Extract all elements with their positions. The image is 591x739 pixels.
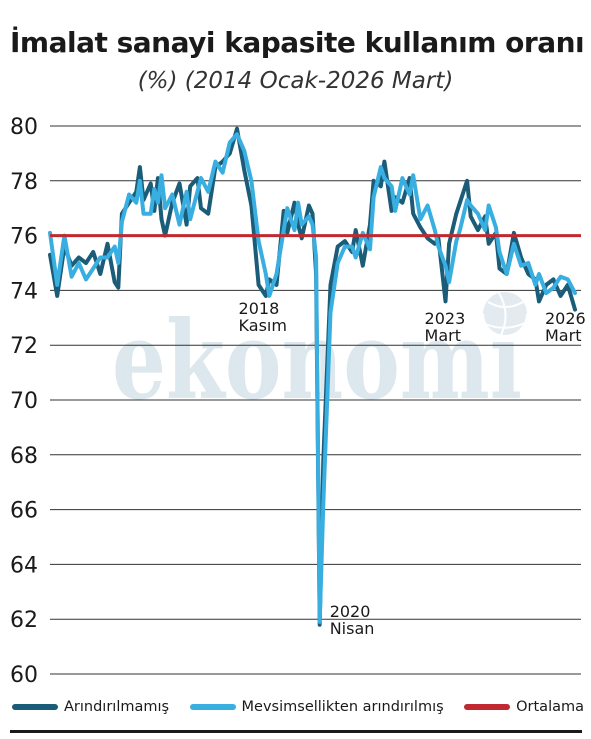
y-tick-label-78: 78 — [10, 170, 38, 195]
legend-label-seasonal: Mevsimsellikten arındırılmış — [241, 699, 444, 715]
legend: Arındırılmamış Mevsimsellikten arındırıl… — [12, 697, 584, 717]
y-tick-label-76: 76 — [10, 225, 38, 250]
annotation-2023-03-line-1: 2023 — [425, 309, 466, 328]
y-tick-label-70: 70 — [10, 389, 38, 414]
y-tick-label-60: 60 — [10, 663, 38, 688]
globe-logo-icon — [482, 292, 528, 337]
y-tick-label-74: 74 — [10, 279, 38, 304]
legend-swatch-average — [464, 704, 511, 710]
y-tick-label-80: 80 — [10, 115, 38, 140]
legend-swatch-seasonal — [189, 704, 236, 710]
annotation-2018-11-line-2: Kasım — [239, 316, 287, 335]
legend-swatch-unadjusted — [12, 704, 58, 710]
annotation-2026-03-line-1: 2026 — [545, 309, 586, 328]
y-tick-label-72: 72 — [10, 334, 38, 359]
legend-item-seasonal: Mevsimsellikten arındırılmış — [189, 699, 444, 715]
y-tick-label-64: 64 — [10, 553, 38, 578]
legend-label-unadjusted: Arındırılmamış — [64, 699, 170, 715]
annotation-2023-03-line-2: Mart — [425, 326, 461, 345]
annotation-2018-11-line-1: 2018 — [239, 299, 280, 318]
annotation-2026-03-line-2: Mart — [545, 326, 581, 345]
annotation-2020-04-line-2: Nisan — [330, 619, 375, 638]
annotation-2020-04-line-1: 2020 — [330, 602, 371, 621]
y-tick-label-68: 68 — [10, 444, 38, 469]
chart-subtitle: (%) (2014 Ocak-2026 Mart) — [137, 68, 454, 94]
y-tick-label-62: 62 — [10, 608, 38, 633]
series-line-seasonal — [48, 132, 577, 624]
y-tick-label-66: 66 — [10, 499, 38, 524]
bottom-rule — [10, 730, 582, 733]
legend-label-average: Ortalama — [516, 699, 584, 715]
legend-item-average: Ortalama — [464, 699, 584, 715]
legend-item-unadjusted: Arındırılmamış — [12, 699, 169, 715]
chart-title: İmalat sanayi kapasite kullanım oranı — [10, 26, 585, 59]
